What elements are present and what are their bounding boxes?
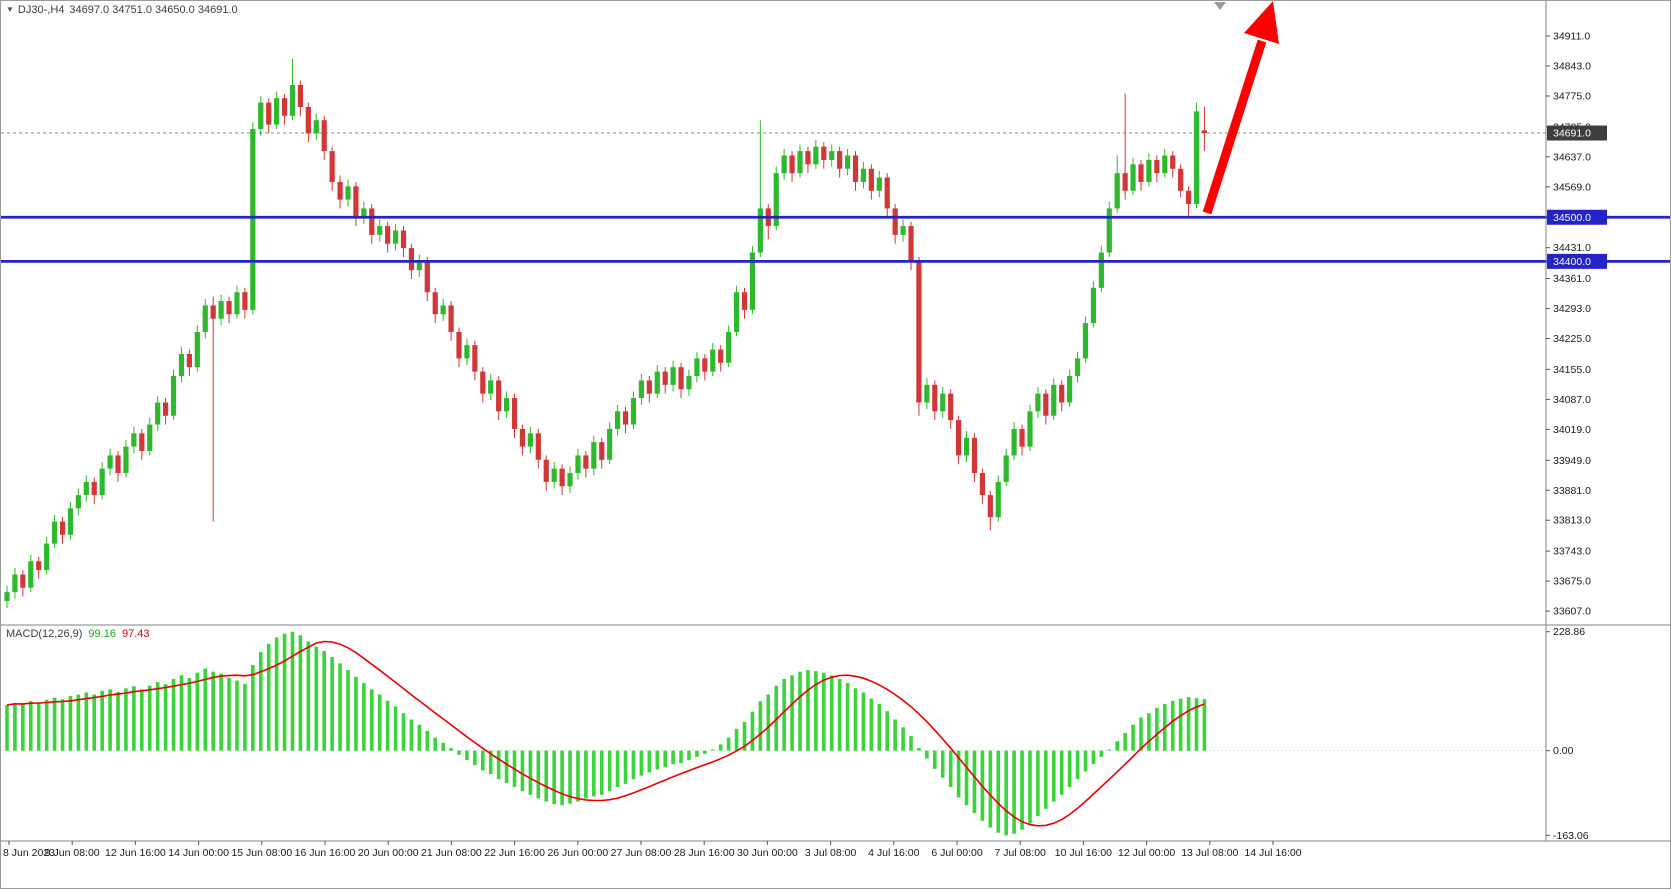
candles-layer (4, 58, 1208, 609)
price-tick-label: 34843.0 (1553, 60, 1591, 72)
time-tick-label: 4 Jul 16:00 (868, 847, 920, 859)
symbol-ohlc-label: ▼ DJ30-,H4 34697.0 34751.0 34650.0 34691.0 (6, 4, 243, 16)
time-tick-label: 20 Jun 00:00 (358, 847, 419, 859)
time-tick-label: 8 Jun 2023 (3, 847, 55, 859)
time-tick-label: 7 Jul 08:00 (995, 847, 1047, 859)
time-tick-label: 26 Jun 00:00 (547, 847, 608, 859)
price-tick-label: 33813.0 (1553, 515, 1591, 527)
time-tick-label: 14 Jul 16:00 (1244, 847, 1301, 859)
chart-shift-marker[interactable] (1214, 2, 1226, 10)
time-tick-label: 22 Jun 16:00 (484, 847, 545, 859)
arrow-shaft (1202, 39, 1267, 215)
price-tick-label: 33607.0 (1553, 606, 1591, 618)
hline-price-tag (1547, 209, 1607, 225)
time-tick-label: 15 Jun 08:00 (231, 847, 292, 859)
macd-indicator-label: MACD(12,26,9) 99.16 97.43 (6, 628, 155, 640)
price-tick-label: 33949.0 (1553, 455, 1591, 467)
time-tick-label: 30 Jun 00:00 (737, 847, 798, 859)
time-tick-label: 6 Jul 00:00 (931, 847, 983, 859)
price-axis[interactable]: 34911.034843.034775.034705.034637.034569… (1546, 30, 1607, 842)
hline-price-tag (1547, 253, 1607, 269)
price-tick-label: 34019.0 (1553, 424, 1591, 436)
macd-main-value: 99.16 (88, 628, 116, 640)
symbol-period: DJ30-,H4 (17, 4, 65, 16)
price-tick-label: 33675.0 (1553, 576, 1591, 588)
macd-tick-label: 228.86 (1553, 626, 1585, 638)
price-tick-label: 34911.0 (1553, 30, 1590, 42)
time-tick-label: 12 Jun 16:00 (105, 847, 166, 859)
price-tick-label: 34155.0 (1553, 364, 1591, 376)
current-price-tag (1547, 125, 1607, 141)
price-tick-label: 34431.0 (1553, 242, 1591, 254)
price-tick-label: 34637.0 (1553, 151, 1591, 163)
time-tick-label: 27 Jun 08:00 (611, 847, 672, 859)
chart-dropdown-icon[interactable]: ▼ (6, 5, 14, 14)
time-tick-label: 9 Jun 08:00 (45, 847, 100, 859)
price-tick-label: 34087.0 (1553, 394, 1591, 406)
macd-name: MACD(12,26,9) (6, 628, 83, 640)
time-tick-label: 16 Jun 16:00 (295, 847, 356, 859)
price-tick-label: 34569.0 (1553, 181, 1591, 193)
time-tick-label: 14 Jun 00:00 (168, 847, 229, 859)
macd-histogram (5, 631, 1207, 836)
time-tick-label: 21 Jun 08:00 (421, 847, 482, 859)
price-tick-label: 33743.0 (1553, 546, 1591, 558)
trend-arrow-annotation[interactable] (1202, 1, 1279, 215)
macd-signal-line (6, 640, 1205, 827)
price-tick-label: 34775.0 (1553, 90, 1591, 102)
current-price-tag-label: 34691.0 (1553, 128, 1591, 140)
time-tick-label: 28 Jun 16:00 (674, 847, 735, 859)
time-tick-label: 13 Jul 08:00 (1181, 847, 1238, 859)
time-tick-label: 10 Jul 16:00 (1055, 847, 1112, 859)
arrow-head (1244, 1, 1279, 44)
macd-tick-label: -163.06 (1553, 830, 1589, 842)
time-tick-label: 12 Jul 00:00 (1118, 847, 1175, 859)
macd-signal-value: 97.43 (121, 628, 150, 640)
hline-price-tag-label: 34400.0 (1553, 256, 1591, 268)
ohlc-values: 34697.0 34751.0 34650.0 34691.0 (69, 4, 238, 16)
macd-tick-label: 0.00 (1553, 745, 1574, 757)
price-tick-label: 34361.0 (1553, 273, 1591, 285)
price-tick-label: 34293.0 (1553, 303, 1591, 315)
time-tick-label: 3 Jul 08:00 (805, 847, 857, 859)
hline-price-tag-label: 34500.0 (1553, 212, 1591, 224)
price-tick-label: 33881.0 (1553, 485, 1591, 497)
price-tick-label: 34225.0 (1553, 333, 1591, 345)
